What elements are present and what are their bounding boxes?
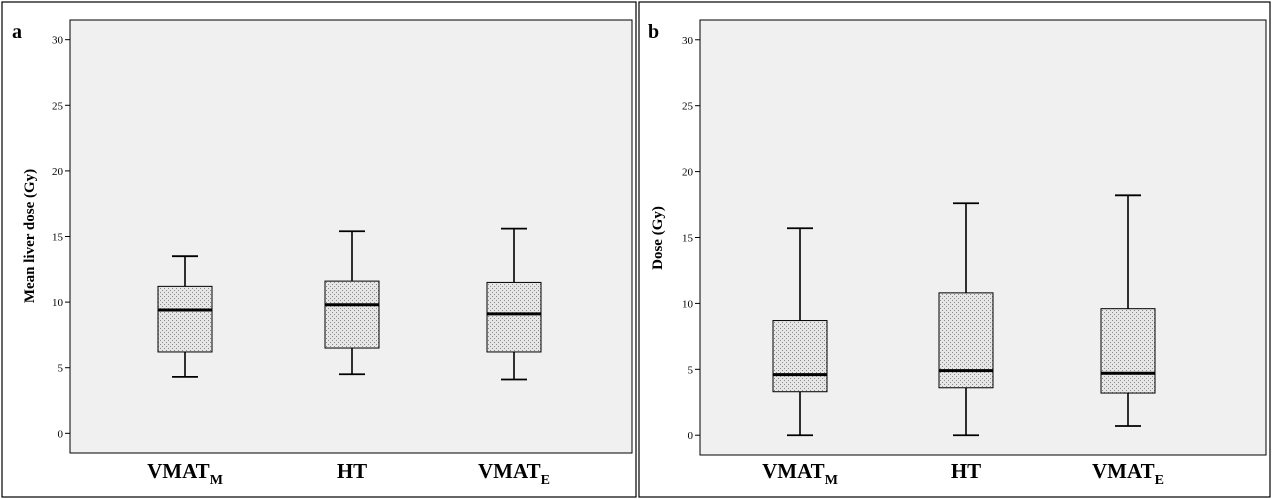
panel-b-y-tick-label: 25 [682, 101, 694, 113]
iqr-box [487, 282, 541, 352]
panel-a-y-tick-label: 25 [52, 100, 64, 112]
panel-a-y-tick-label: 20 [52, 166, 64, 178]
panel-a-letter: a [12, 21, 22, 43]
iqr-box [939, 293, 993, 388]
panel-a-category-label: HT [337, 459, 367, 483]
panel-a-y-tick-label: 15 [52, 232, 64, 244]
iqr-box [158, 286, 212, 352]
panel-a-y-tick-label: 30 [52, 35, 64, 47]
panel-b-y-axis-label: Dose (Gy) [650, 206, 666, 270]
panel-b-y-tick-label: 10 [682, 298, 694, 310]
panel-b-category-label: HT [951, 459, 981, 483]
iqr-box [773, 321, 827, 392]
panel-a-y-tick-label: 0 [58, 428, 64, 440]
panel-a-plot-area [70, 20, 632, 453]
panel-a-y-tick-label: 10 [52, 297, 64, 309]
panel-b-y-tick-label: 20 [682, 167, 694, 179]
panel-b-y-tick-label: 15 [682, 233, 694, 245]
panel-b-y-tick-label: 0 [688, 430, 694, 442]
panel-a-y-axis-label: Mean liver dose (Gy) [22, 169, 38, 303]
iqr-box [1101, 309, 1155, 393]
panel-b-letter: b [648, 21, 659, 43]
panel-a-y-tick-label: 5 [58, 363, 64, 375]
panel-b-y-tick-label: 5 [688, 364, 694, 376]
iqr-box [325, 281, 379, 348]
panel-b-y-tick-label: 30 [682, 35, 694, 47]
